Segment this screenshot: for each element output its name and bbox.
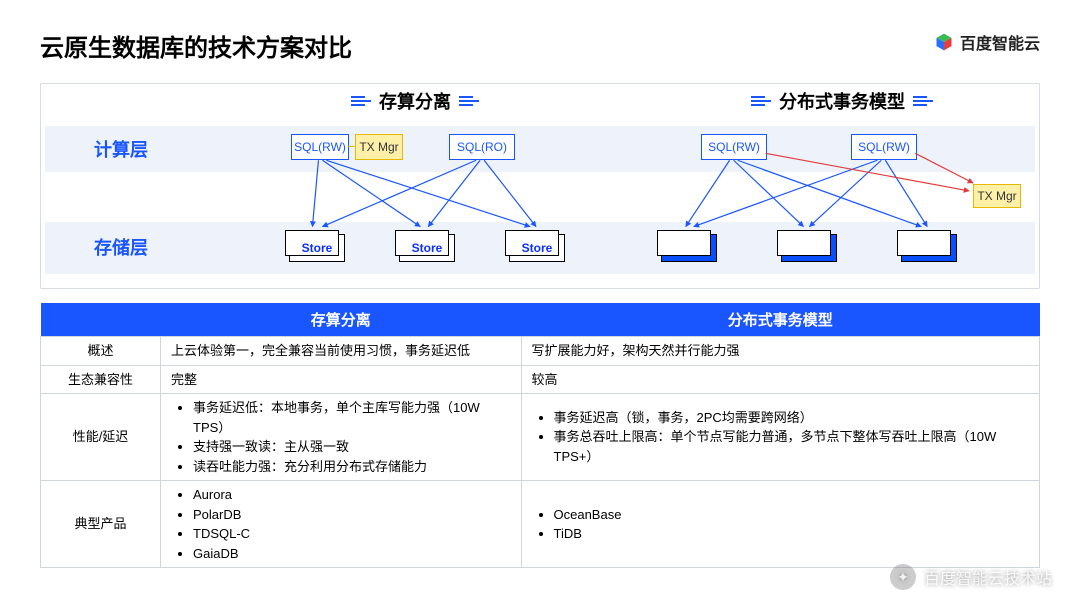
layer-storage-label: 存储层 <box>41 234 201 260</box>
brand-logo: 百度智能云 <box>934 30 1040 54</box>
th-col1: 存算分离 <box>161 303 522 337</box>
list-item: 事务总吞吐上限高：单个节点写能力普通，多节点下整体写吞吐上限高（10W TPS+… <box>554 427 1030 466</box>
node-sql-rw: SQL(RW) <box>701 134 767 160</box>
list-item: 读吞吐能力强：充分利用分布式存储能力 <box>193 457 511 477</box>
list-item: TDSQL-C <box>193 524 511 544</box>
list-item: TiDB <box>554 524 1030 544</box>
table-row: 性能/延迟 事务延迟低：本地事务，单个主库写能力强（10W TPS）支持强一致读… <box>41 394 1040 481</box>
list-item: 事务延迟低：本地事务，单个主库写能力强（10W TPS） <box>193 398 511 437</box>
node-store: Store <box>509 234 565 262</box>
list-item: Aurora <box>193 485 511 505</box>
row-eco-label: 生态兼容性 <box>41 365 161 394</box>
list-item: 事务延迟高（锁，事务，2PC均需要跨网络） <box>554 408 1030 428</box>
row-overview-c1: 上云体验第一，完全兼容当前使用习惯，事务延迟低 <box>161 337 522 366</box>
table-row: 概述 上云体验第一，完全兼容当前使用习惯，事务延迟低 写扩展能力好，架构天然并行… <box>41 337 1040 366</box>
node-sql-rw: SQL(RW) <box>291 134 349 160</box>
node-tx-mgr: TX Mgr <box>973 184 1021 208</box>
stripes-icon <box>459 96 479 106</box>
col2-text: 分布式事务模型 <box>779 88 905 114</box>
wechat-icon: ✦ <box>890 564 916 590</box>
row-products-c2: OceanBaseTiDB <box>521 481 1040 568</box>
row-products-c1: AuroraPolarDBTDSQL-CGaiaDB <box>161 481 522 568</box>
col1-heading: 存算分离 <box>351 88 479 114</box>
comparison-table: 存算分离 分布式事务模型 概述 上云体验第一，完全兼容当前使用习惯，事务延迟低 … <box>40 303 1040 568</box>
stripes-icon <box>351 96 371 106</box>
stripes-icon <box>913 96 933 106</box>
row-eco-c1: 完整 <box>161 365 522 394</box>
node-sql-ro: SQL(RO) <box>449 134 515 160</box>
row-perf-c2: 事务延迟高（锁，事务，2PC均需要跨网络）事务总吞吐上限高：单个节点写能力普通，… <box>521 394 1040 481</box>
list-item: PolarDB <box>193 505 511 525</box>
node-kv: KV <box>781 234 837 262</box>
row-overview-label: 概述 <box>41 337 161 366</box>
list-item: 支持强一致读：主从强一致 <box>193 437 511 457</box>
node-kv: KV <box>661 234 717 262</box>
watermark: ✦ 百度智能云技术站 <box>890 564 1052 590</box>
table-row: 生态兼容性 完整 较高 <box>41 365 1040 394</box>
cube-icon <box>934 32 954 52</box>
col2-heading: 分布式事务模型 <box>751 88 933 114</box>
stripes-icon <box>751 96 771 106</box>
node-kv: KV <box>901 234 957 262</box>
row-perf-label: 性能/延迟 <box>41 394 161 481</box>
th-spacer <box>41 303 161 337</box>
row-perf-c1: 事务延迟低：本地事务，单个主库写能力强（10W TPS）支持强一致读：主从强一致… <box>161 394 522 481</box>
architecture-diagram: 存算分离 分布式事务模型 计算层 存储层 SQL(RW) TX Mgr SQL(… <box>40 83 1040 289</box>
layer-compute-label: 计算层 <box>41 136 201 162</box>
list-item: GaiaDB <box>193 544 511 564</box>
row-products-label: 典型产品 <box>41 481 161 568</box>
node-sql-rw: SQL(RW) <box>851 134 917 160</box>
page-title: 云原生数据库的技术方案对比 <box>40 28 1040 63</box>
node-store: Store <box>289 234 345 262</box>
th-col2: 分布式事务模型 <box>521 303 1040 337</box>
row-eco-c2: 较高 <box>521 365 1040 394</box>
node-tx-mgr: TX Mgr <box>355 134 403 160</box>
node-store: Store <box>399 234 455 262</box>
table-row: 典型产品 AuroraPolarDBTDSQL-CGaiaDB OceanBas… <box>41 481 1040 568</box>
list-item: OceanBase <box>554 505 1030 525</box>
col1-text: 存算分离 <box>379 88 451 114</box>
brand-text: 百度智能云 <box>960 30 1040 54</box>
watermark-text: 百度智能云技术站 <box>924 565 1052 589</box>
row-overview-c2: 写扩展能力好，架构天然并行能力强 <box>521 337 1040 366</box>
